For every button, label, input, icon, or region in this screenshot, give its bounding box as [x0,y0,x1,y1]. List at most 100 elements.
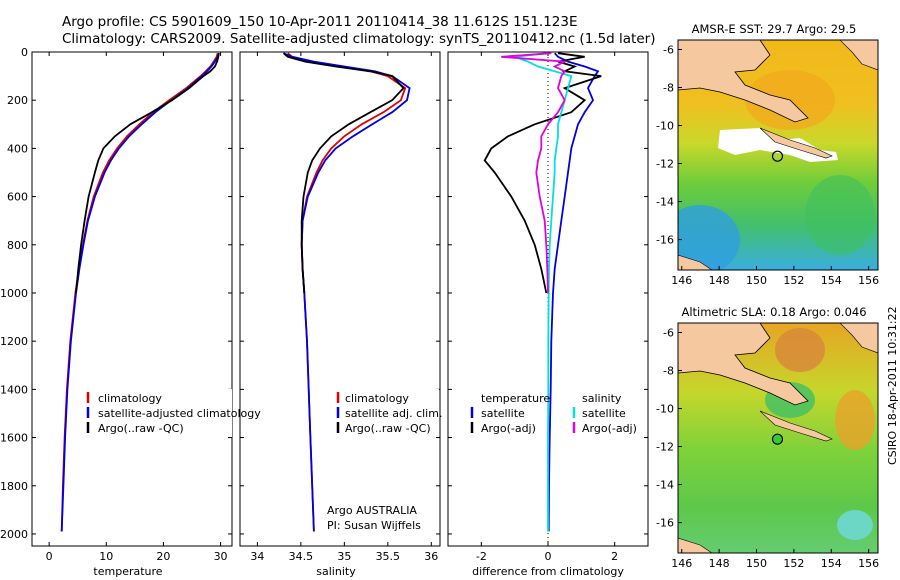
header-line-2: Climatology: CARS2009. Satellite-adjuste… [62,31,655,47]
series-line-temperature-argo-adj- [483,52,602,294]
legend-label-argo: Argo(..raw -QC) [98,422,184,435]
temperature-x-axis: 0 10 20 30 [46,52,228,563]
sla-float-marker [771,433,784,445]
y-tick-label: 1000 [0,287,28,300]
series-line-argo-raw-qc- [75,53,220,294]
float-annotation-line-1: Argo AUSTRALIA [327,504,417,517]
temperature-series [60,52,220,532]
legend-label-sal-argo: Argo(-adj) [582,422,637,435]
sst-cool-patch [678,205,740,270]
new-ireland-land [839,40,878,71]
legend-label-argo: Argo(..raw -QC) [345,422,431,435]
map-x-tick-label: 154 [821,557,842,570]
temperature-axis-label: temperature [93,565,162,578]
legend-label-climatology: climatology [98,392,162,405]
australia-coast [678,537,713,553]
legend-label-satellite: satellite adj. clim. [345,407,442,420]
y-tick-label: 400 [7,142,28,155]
y-tick-label: 1600 [0,432,28,445]
sla-map [678,323,878,553]
x-tick-label: 10 [99,550,113,563]
australia-coast [678,254,713,270]
map-y-tick-label: -8 [663,82,674,95]
sst-map [678,40,878,270]
map-y-tick-label: -16 [656,517,674,530]
map-y-tick-label: -14 [656,479,674,492]
sla-cyan-patch [837,510,873,540]
depth-axis: 0 200 400 600 800 1000 1200 1400 1600 1800 2000 [0,46,648,541]
credit-timestamp: CSIRO 18-Apr-2011 10:31:22 [886,306,899,465]
series-line-climatology [60,52,219,532]
map-x-tick-label: 150 [746,557,767,570]
map-x-tick-label: 152 [783,274,804,287]
new-guinea-land [678,40,809,123]
x-tick-label: 0 [46,550,53,563]
x-tick-label: 0 [545,550,552,563]
y-tick-label: 1800 [0,480,28,493]
x-tick-label: 34.5 [289,550,314,563]
map-y-tick-label: -10 [656,403,674,416]
salinity-series [282,52,411,532]
sla-map-frame [677,322,879,554]
sla-high-patch-2 [835,390,875,450]
map-x-tick-label: 146 [671,557,692,570]
map-x-tick-label: 150 [746,274,767,287]
salinity-legend: climatology satellite adj. clim. Argo(..… [327,389,442,532]
sst-map-title: AMSR-E SST: 29.7 Argo: 29.5 [692,22,857,36]
map-y-tick-label: -14 [656,196,674,209]
map-y-tick-label: -6 [663,44,674,57]
x-tick-label: 2 [611,550,618,563]
y-tick-label: 200 [7,94,28,107]
map-y-tick-label: -8 [663,365,674,378]
series-line-salinity-satellite [514,52,573,532]
legend-label-temp-satellite: satellite [481,407,525,420]
map-y-tick-label: -10 [656,120,674,133]
x-tick-label: 35.5 [376,550,401,563]
map-x-tick-label: 154 [821,274,842,287]
series-line-satellite-adjusted-climatology [60,52,220,532]
map-x-tick-label: 146 [671,274,692,287]
new-guinea-land [678,323,809,406]
y-tick-label: 0 [21,46,28,59]
louisiade-islands [759,410,833,442]
difference-axis-label: difference from climatology [472,565,624,578]
series-line-argo-raw-qc- [282,52,405,294]
x-tick-label: 30 [214,550,228,563]
x-tick-label: 34 [250,550,264,563]
sla-map-axes: 146 148 150 152 154 156 -6 -8 -10 -12 -14 -16 [656,327,879,570]
legend-label-sal-satellite: satellite [582,407,626,420]
difference-legend: temperature salinity satellite Argo(-adj… [470,392,637,435]
map-y-tick-label: -6 [663,327,674,340]
x-tick-label: -2 [476,550,487,563]
difference-x-axis: -2 0 2 [476,52,618,563]
temperature-legend: climatology satellite-adjusted climatolo… [84,389,261,437]
y-tick-label: 1400 [0,383,28,396]
new-ireland-land [839,323,878,354]
difference-series [483,52,602,532]
temperature-plot-frame [31,51,233,547]
salinity-x-axis: 34 34.5 35 35.5 36 [250,52,438,563]
legend-label-climatology: climatology [345,392,409,405]
map-x-tick-label: 152 [783,557,804,570]
salinity-plot-frame [239,51,441,547]
y-tick-label: 1200 [0,335,28,348]
legend-title-temperature: temperature [481,392,550,405]
map-y-tick-label: -12 [656,158,674,171]
salinity-axis-label: salinity [316,565,356,578]
sst-map-frame [677,39,879,271]
sla-map-title: Altimetric SLA: 0.18 Argo: 0.046 [681,305,866,319]
x-tick-label: 35 [337,550,351,563]
header-line-1: Argo profile: CS 5901609_150 10-Apr-2011… [62,14,578,30]
map-y-tick-label: -12 [656,441,674,454]
legend-title-salinity: salinity [582,392,622,405]
map-x-tick-label: 148 [709,274,730,287]
map-x-tick-label: 156 [858,557,879,570]
float-annotation-line-2: PI: Susan Wijffels [327,519,421,532]
legend-label-temp-argo: Argo(-adj) [481,422,536,435]
legend-label-satellite: satellite-adjusted climatology [98,407,261,420]
sst-missing-cloud [718,128,838,162]
louisiade-islands [759,127,833,159]
series-line-salinity-argo-adj- [501,52,569,294]
map-x-tick-label: 156 [858,274,879,287]
